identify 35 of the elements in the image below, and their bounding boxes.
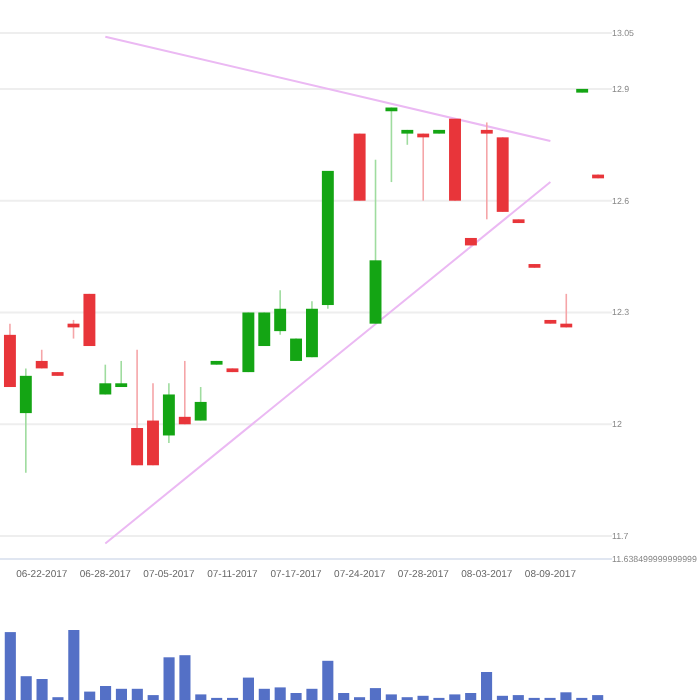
- bar: [179, 655, 191, 700]
- candlestick: [99, 363, 112, 396]
- bar: [163, 657, 175, 700]
- bar: [369, 688, 381, 700]
- bar: [4, 632, 16, 700]
- candlestick: [178, 360, 191, 426]
- candlestick: [162, 382, 175, 444]
- bar: [100, 686, 112, 700]
- bar: [84, 691, 96, 700]
- bar: [258, 688, 270, 700]
- candlestick: [115, 360, 128, 388]
- bar: [449, 694, 461, 700]
- candlestick: [194, 386, 207, 422]
- candlestick: [147, 382, 159, 467]
- bar: [560, 692, 572, 700]
- candlestick: [274, 289, 287, 336]
- candlestick: [480, 121, 493, 221]
- bar: [242, 677, 254, 700]
- bar: [195, 694, 207, 700]
- bar: [481, 672, 493, 700]
- bar: [465, 693, 477, 700]
- bar: [20, 676, 32, 700]
- bar: [68, 630, 80, 700]
- bar: [115, 688, 127, 700]
- bar: [131, 688, 143, 700]
- candlestick: [19, 367, 32, 474]
- bar: [385, 694, 397, 700]
- bar: [290, 693, 302, 700]
- candlestick: [131, 348, 144, 467]
- bar: [274, 687, 286, 700]
- bar: [36, 679, 48, 700]
- candlestick: [258, 311, 271, 347]
- bar: [306, 688, 318, 700]
- bar: [322, 660, 334, 700]
- bar: [338, 693, 350, 700]
